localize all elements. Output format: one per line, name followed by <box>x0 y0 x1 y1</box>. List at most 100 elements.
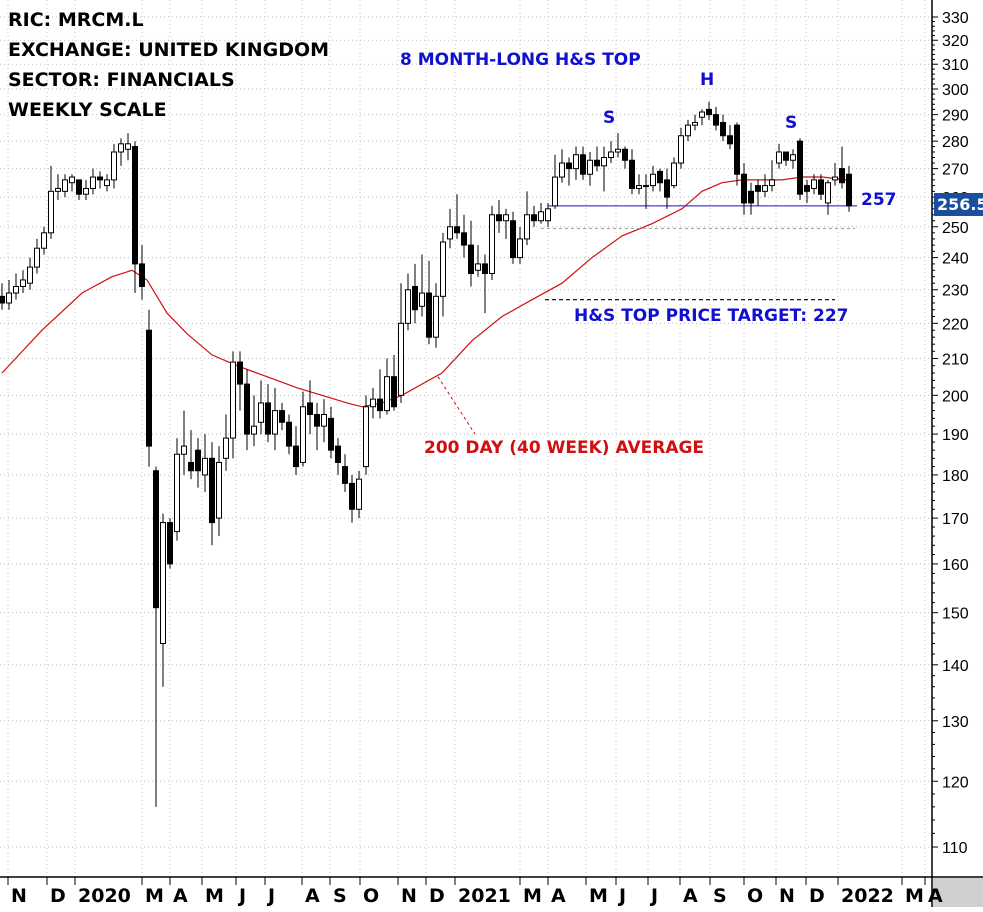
candle-down <box>839 168 845 184</box>
x-tick-label: 2022 <box>841 885 894 907</box>
candle-down <box>846 173 852 207</box>
y-tick-label: 150 <box>942 606 969 623</box>
candle-down <box>97 176 103 181</box>
candle-down <box>622 148 628 161</box>
x-tick-label: M <box>205 885 224 907</box>
candle-up <box>20 279 26 287</box>
candle-down <box>657 170 663 184</box>
candle-up <box>216 461 222 519</box>
candle-down <box>307 402 313 415</box>
candle-down <box>335 445 341 463</box>
candle-up <box>587 159 593 175</box>
candle-up <box>559 162 565 178</box>
candle-up <box>34 247 40 268</box>
x-tick-label: M <box>523 885 542 907</box>
candle-up <box>62 179 68 192</box>
y-tick-label: 210 <box>942 351 969 368</box>
candle-up <box>419 292 425 307</box>
gridlines <box>0 16 932 848</box>
candle-down <box>468 244 474 274</box>
candle-up <box>6 292 12 304</box>
y-tick-label: 120 <box>942 774 969 791</box>
x-tick-label: A <box>305 885 320 907</box>
candle-down <box>146 329 152 447</box>
candle-up <box>223 437 229 459</box>
candle-down <box>734 124 740 175</box>
candle-down <box>783 151 789 161</box>
candle-up <box>27 266 33 284</box>
candle-down <box>454 226 460 234</box>
candle-up <box>363 406 369 468</box>
candle-down <box>237 361 243 385</box>
x-tick-label: O <box>747 885 763 907</box>
candle-down <box>755 185 761 192</box>
candle-up <box>699 111 705 118</box>
candle-down <box>153 470 159 609</box>
y-tick-label: 220 <box>942 316 969 333</box>
candle-up <box>384 376 390 412</box>
candle-up <box>447 226 453 240</box>
candle-down <box>727 135 733 145</box>
candle-down <box>391 376 397 408</box>
y-tick-label: 280 <box>942 134 969 151</box>
moving-average-label: 200 DAY (40 WEEK) AVERAGE <box>424 438 705 458</box>
x-tick-label: M <box>905 885 924 907</box>
candle-down <box>580 154 586 175</box>
candle-down <box>188 461 194 472</box>
y-tick-label: 310 <box>942 57 969 74</box>
candle-down <box>314 413 320 427</box>
x-tick-label: N <box>401 885 417 907</box>
x-tick-label: N <box>779 885 795 907</box>
x-tick-label: A <box>173 885 188 907</box>
candle-down <box>76 179 82 195</box>
candle-up <box>685 124 691 137</box>
y-tick-label: 240 <box>942 251 969 268</box>
time-axis: N D 2020 M A M J J A S O N D 2021 M A M J J A S O N D 2022 M A <box>0 876 983 907</box>
candle-up <box>608 151 614 158</box>
average-pointer <box>437 376 476 435</box>
exchange-label: EXCHANGE: UNITED KINGDOM <box>8 39 330 61</box>
moving-average-path <box>1 176 848 408</box>
y-tick-label: 160 <box>942 557 969 574</box>
x-tick-label: A <box>928 885 943 907</box>
candle-up <box>321 413 327 427</box>
price-axis: 110 120 130 140 150 160 170 180 190 200 210 220 230 2… <box>931 0 969 907</box>
candle-down <box>132 146 138 265</box>
last-price-badge: 256.5 <box>934 193 983 216</box>
right-shoulder-label: S <box>785 113 798 133</box>
candle-up <box>41 232 47 249</box>
candle-down <box>720 121 726 137</box>
candle-up <box>13 285 19 294</box>
candle-up <box>601 156 607 167</box>
x-tick-label: D <box>50 885 66 907</box>
y-tick-label: 270 <box>942 162 969 179</box>
candle-down <box>342 466 348 484</box>
y-tick-label: 250 <box>942 220 969 237</box>
price-target-label: H&S TOP PRICE TARGET: 227 <box>574 306 849 326</box>
candle-down <box>566 162 572 170</box>
candle-up <box>573 154 579 170</box>
candle-up <box>202 457 208 476</box>
candle-up <box>258 402 264 423</box>
y-tick-label: 130 <box>942 714 969 731</box>
pattern-lines <box>437 205 857 435</box>
pattern-label: 8 MONTH-LONG H&S TOP <box>400 50 641 70</box>
last-price-value: 256.5 <box>937 195 983 214</box>
y-tick-label: 200 <box>942 388 969 405</box>
y-tick-label: 230 <box>942 283 969 300</box>
y-tick-label: 170 <box>942 511 969 528</box>
candle-up <box>104 179 110 187</box>
x-tick-label: N <box>11 885 27 907</box>
candle-down <box>510 220 516 259</box>
candle-down <box>818 179 824 195</box>
x-tick-label: 2020 <box>78 885 131 907</box>
candle-down <box>426 292 432 338</box>
moving-average-line <box>1 176 848 408</box>
candle-down <box>349 482 355 510</box>
candle-up <box>769 179 775 187</box>
candle-up <box>251 425 257 435</box>
candle-down <box>664 179 670 198</box>
y-tick-label: 320 <box>942 33 969 50</box>
x-tick-label: 2021 <box>458 885 511 907</box>
